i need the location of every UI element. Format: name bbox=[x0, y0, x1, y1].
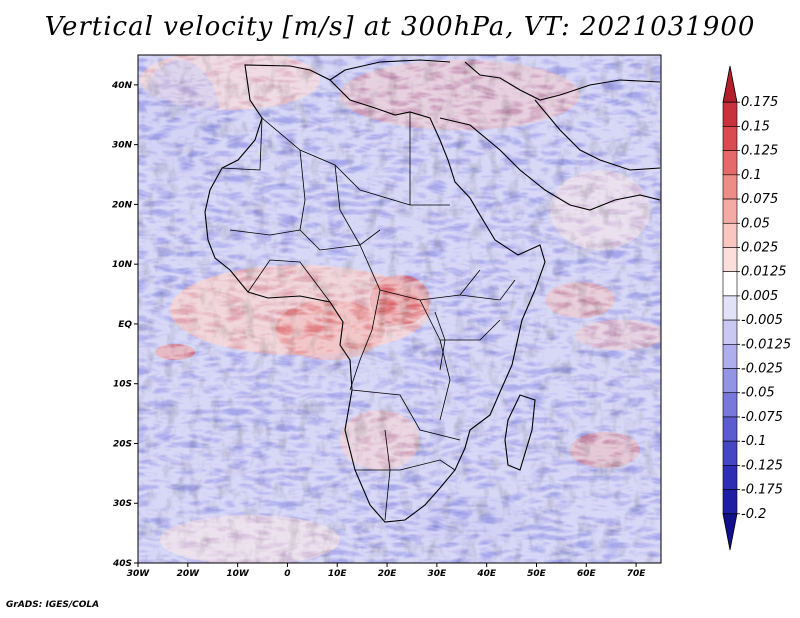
colorbar-label: 0.075 bbox=[741, 192, 778, 207]
lon-tick-label: 70E bbox=[627, 569, 647, 579]
lat-tick-label: 30N bbox=[112, 141, 133, 151]
lat-tick-label: 10N bbox=[112, 260, 133, 270]
colorbar-label: 0.175 bbox=[741, 95, 778, 110]
colorbar-segment bbox=[722, 465, 738, 490]
colorbar-segment bbox=[722, 440, 738, 466]
coastlines bbox=[204, 59, 661, 523]
colorbar-label: -0.005 bbox=[741, 313, 783, 328]
colorbar-label: -0.175 bbox=[741, 483, 783, 498]
colorbar-label: -0.0125 bbox=[741, 337, 791, 352]
colorbar-top-arrow bbox=[722, 65, 738, 103]
lon-tick-label: 10W bbox=[226, 569, 250, 579]
colorbar-label: -0.05 bbox=[741, 386, 775, 401]
lon-tick-label: 30W bbox=[127, 569, 151, 579]
lon-tick-label: 60E bbox=[577, 569, 597, 579]
lat-tick-label: 10S bbox=[113, 380, 132, 390]
lon-tick-label: 30E bbox=[428, 569, 448, 579]
colorbar-segment bbox=[722, 392, 738, 418]
lon-tick-label: 50E bbox=[527, 569, 547, 579]
lat-tick-label: 40N bbox=[111, 81, 133, 91]
colorbar-label: -0.075 bbox=[741, 410, 783, 425]
colorbar-label: 0.025 bbox=[741, 240, 778, 255]
lon-tick-label: 0 bbox=[284, 569, 290, 579]
colorbar-label: 0.1 bbox=[741, 168, 762, 183]
colorbar-bottom-arrow bbox=[722, 513, 738, 551]
colorbar-label: -0.2 bbox=[741, 507, 766, 522]
colorbar-label: -0.1 bbox=[741, 434, 766, 449]
map-frame bbox=[137, 54, 662, 564]
lon-tick-label: 40E bbox=[476, 569, 497, 579]
grads-credit: GrADS: IGES/COLA bbox=[6, 600, 100, 610]
colorbar-segment bbox=[722, 198, 738, 224]
country-borders bbox=[221, 112, 516, 521]
colorbar-label: -0.025 bbox=[741, 362, 783, 377]
colorbar-segment bbox=[722, 101, 738, 127]
lat-tick-label: 40S bbox=[112, 559, 132, 569]
colorbar-segment bbox=[722, 222, 738, 248]
colorbar-segment bbox=[722, 150, 738, 176]
colorbar-segment bbox=[722, 295, 738, 321]
colorbar-segment bbox=[722, 126, 738, 151]
colorbar-label: 0.005 bbox=[741, 289, 778, 304]
colorbar-label: 0.125 bbox=[741, 144, 778, 159]
colorbar-label: 0.0125 bbox=[741, 265, 787, 280]
lon-tick-label: 10E bbox=[328, 569, 348, 579]
latitude-axis: 40N 30N 20N 10N EQ 10S 20S 30S 40S bbox=[111, 81, 138, 569]
colorbar-label: -0.125 bbox=[741, 458, 783, 473]
colorbar-segment bbox=[722, 489, 738, 515]
lon-tick-label: 20W bbox=[177, 569, 201, 579]
chart-title: Vertical velocity [m/s] at 300hPa, VT: 2… bbox=[44, 12, 756, 42]
colorbar-segment bbox=[722, 247, 738, 272]
lat-tick-label: EQ bbox=[118, 320, 132, 330]
lat-tick-label: 30S bbox=[113, 499, 132, 509]
colorbar-segment bbox=[722, 368, 738, 394]
longitude-axis: 30W 20W 10W 0 10E 20E 30E 40E 50E 60E 70E bbox=[127, 563, 647, 579]
colorbar-segment bbox=[722, 174, 738, 200]
colorbar-label: 0.15 bbox=[741, 119, 770, 134]
lon-tick-label: 20E bbox=[378, 569, 398, 579]
colorbar: 0.175 0.15 0.125 0.1 0.075 0.05 0.025 0.0125 0.0… bbox=[722, 65, 791, 551]
velocity-field bbox=[138, 55, 661, 563]
lat-tick-label: 20N bbox=[112, 200, 133, 210]
colorbar-segment bbox=[722, 319, 738, 345]
colorbar-segment bbox=[722, 344, 738, 369]
lat-tick-label: 20S bbox=[113, 439, 132, 449]
colorbar-label: 0.05 bbox=[741, 216, 770, 231]
colorbar-segment bbox=[722, 271, 738, 297]
colorbar-segment bbox=[722, 416, 738, 442]
